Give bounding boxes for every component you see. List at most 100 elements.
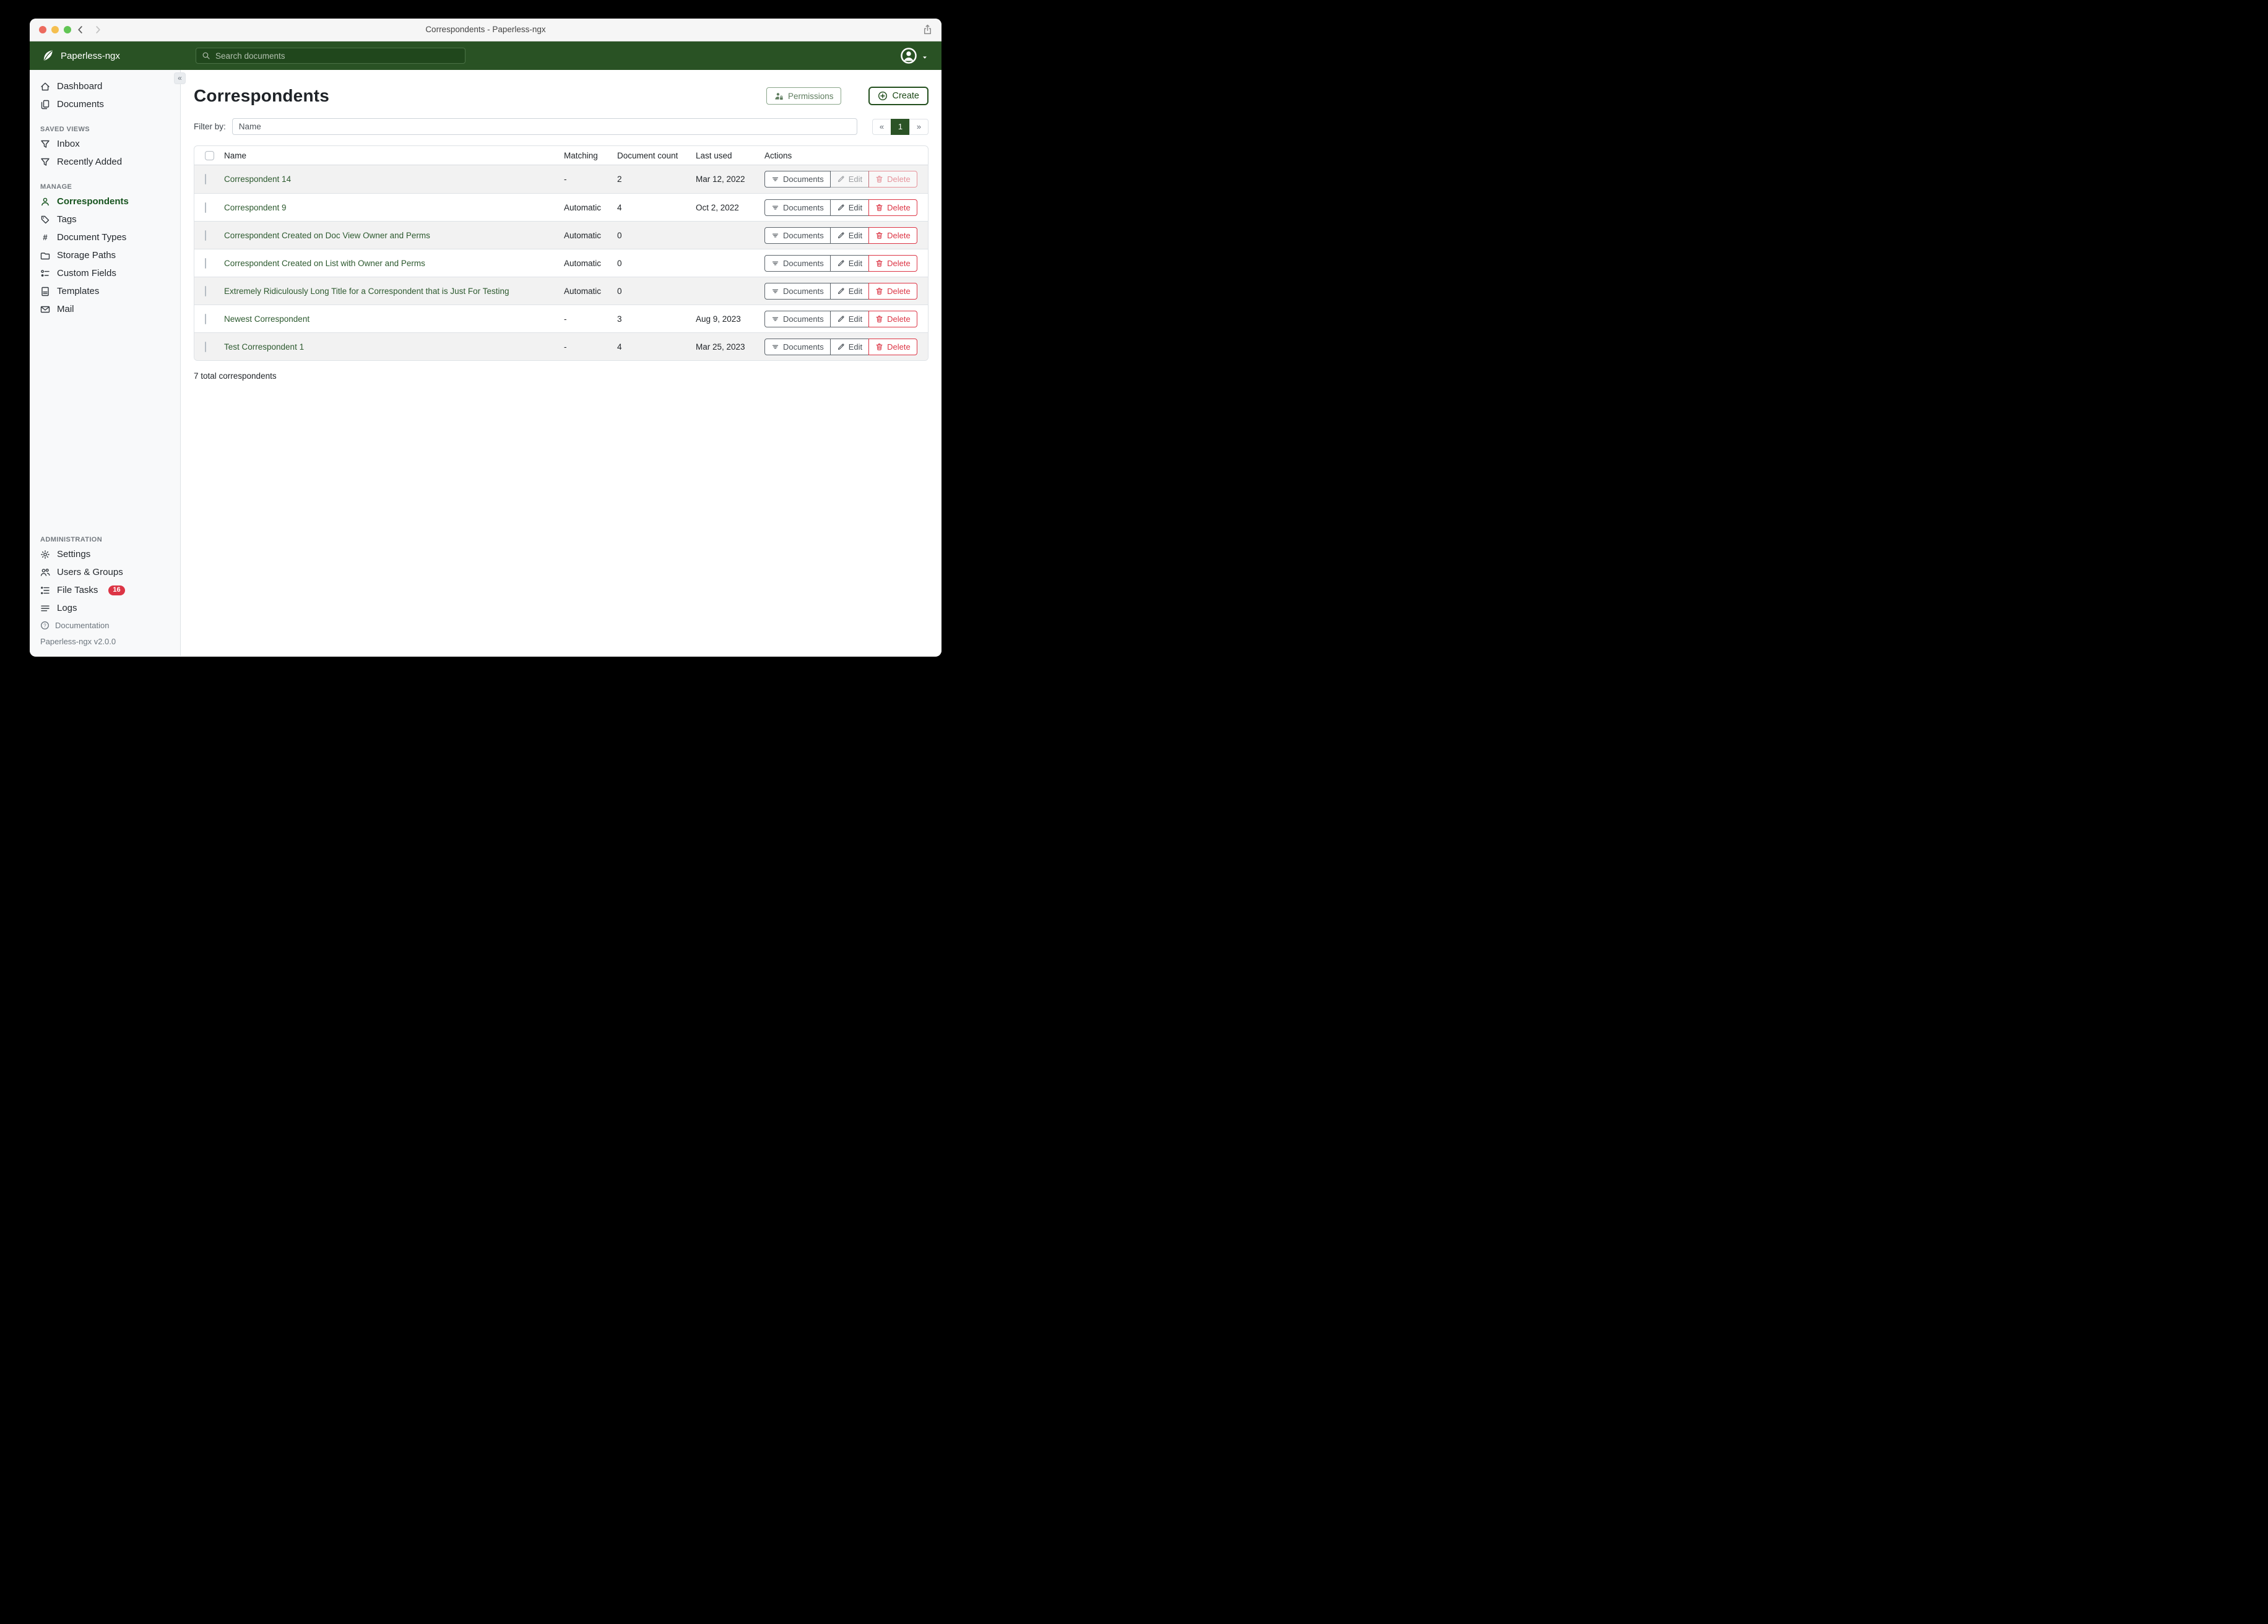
correspondent-name-link[interactable]: Newest Correspondent: [224, 314, 310, 324]
sidebar-item-users-groups[interactable]: Users & Groups: [30, 563, 180, 581]
correspondent-name-link[interactable]: Correspondent 14: [224, 175, 292, 184]
row-document-count: 0: [617, 286, 622, 296]
documents-button[interactable]: Documents: [764, 171, 831, 188]
edit-button[interactable]: Edit: [829, 282, 870, 300]
documents-button[interactable]: Documents: [764, 254, 831, 272]
delete-button[interactable]: Delete: [868, 254, 917, 272]
pencil-icon: [837, 259, 845, 267]
browser-back-icon[interactable]: [76, 25, 85, 35]
sidebar-section-heading: ADMINISTRATION: [40, 536, 103, 543]
documents-button[interactable]: Documents: [764, 227, 831, 244]
correspondent-name-link[interactable]: Test Correspondent 1: [224, 342, 305, 352]
table-row: Extremely Ridiculously Long Title for a …: [194, 277, 928, 304]
sidebar-item-mail[interactable]: Mail: [30, 300, 180, 318]
delete-button[interactable]: Delete: [868, 171, 917, 188]
row-checkbox[interactable]: [205, 230, 206, 241]
edit-button-label: Edit: [848, 202, 863, 212]
trash-icon: [875, 287, 883, 295]
documents-button-label: Documents: [783, 230, 824, 240]
text-lines-icon: [40, 603, 50, 613]
browser-forward-icon[interactable]: [93, 25, 103, 35]
window-title: Correspondents - Paperless-ngx: [425, 25, 546, 34]
table-body: Correspondent 14 - 2 Mar 12, 2022 Documents E…: [194, 165, 928, 360]
pencil-icon: [837, 315, 845, 323]
page-title: Correspondents: [194, 86, 330, 105]
close-window-button[interactable]: [39, 26, 46, 33]
edit-button[interactable]: Edit: [829, 171, 870, 188]
row-document-count: 4: [617, 342, 622, 352]
table-row: Test Correspondent 1 - 4 Mar 25, 2023 Docume…: [194, 332, 928, 360]
delete-button[interactable]: Delete: [868, 282, 917, 300]
correspondent-name-link[interactable]: Extremely Ridiculously Long Title for a …: [224, 286, 509, 296]
sidebar-item-custom-fields[interactable]: Custom Fields: [30, 264, 180, 282]
row-checkbox[interactable]: [205, 202, 206, 213]
edit-button[interactable]: Edit: [829, 254, 870, 272]
search-input[interactable]: [215, 51, 459, 61]
sidebar-item-document-types[interactable]: # Document Types: [30, 228, 180, 246]
pencil-icon: [837, 287, 845, 295]
sidebar-section-heading: MANAGE: [40, 183, 72, 191]
user-menu[interactable]: [900, 47, 928, 64]
pagination-prev-button[interactable]: «: [872, 118, 891, 135]
sidebar-collapse-button[interactable]: «: [174, 72, 186, 84]
row-checkbox[interactable]: [205, 285, 206, 296]
row-checkbox[interactable]: [205, 174, 206, 184]
documents-button[interactable]: Documents: [764, 338, 831, 355]
brand-label: Paperless-ngx: [61, 50, 120, 61]
edit-button[interactable]: Edit: [829, 338, 870, 355]
delete-button[interactable]: Delete: [868, 338, 917, 355]
sidebar-item-recently-added[interactable]: Recently Added: [30, 153, 180, 171]
filter-name-input[interactable]: [232, 118, 857, 135]
table-row: Newest Correspondent - 3 Aug 9, 2023 Documen…: [194, 304, 928, 332]
sidebar-item-templates[interactable]: Templates: [30, 282, 180, 300]
documents-button[interactable]: Documents: [764, 310, 831, 327]
correspondent-name-link[interactable]: Correspondent 9: [224, 202, 287, 212]
caret-down-icon: [922, 53, 928, 59]
svg-text:#: #: [43, 233, 48, 242]
sidebar-item-tags[interactable]: Tags: [30, 210, 180, 228]
global-search[interactable]: [196, 48, 465, 64]
row-checkbox[interactable]: [205, 313, 206, 324]
edit-button[interactable]: Edit: [829, 227, 870, 244]
col-header-last-used[interactable]: Last used: [696, 150, 732, 160]
create-button[interactable]: Create: [868, 87, 928, 105]
sidebar-item-inbox[interactable]: Inbox: [30, 135, 180, 153]
minimize-window-button[interactable]: [51, 26, 59, 33]
sidebar-item-storage-paths[interactable]: Storage Paths: [30, 246, 180, 264]
edit-button[interactable]: Edit: [829, 310, 870, 327]
sidebar-item-documents[interactable]: Documents: [30, 95, 180, 113]
col-header-name[interactable]: Name: [224, 150, 247, 160]
sidebar-item-documentation[interactable]: ? Documentation: [30, 617, 180, 634]
permissions-button[interactable]: Permissions: [766, 87, 842, 105]
paperless-logo-icon: [41, 49, 55, 63]
sidebar-item-correspondents[interactable]: Correspondents: [30, 192, 180, 210]
sidebar-item-file-tasks[interactable]: File Tasks 16: [30, 581, 180, 599]
sidebar-item-settings[interactable]: Settings: [30, 545, 180, 563]
sidebar-item-label: Tags: [57, 214, 77, 225]
funnel-icon: [40, 139, 50, 149]
documents-button[interactable]: Documents: [764, 282, 831, 300]
pagination-page-1[interactable]: 1: [891, 118, 910, 135]
correspondent-name-link[interactable]: Correspondent Created on Doc View Owner …: [224, 230, 430, 240]
edit-button[interactable]: Edit: [829, 199, 870, 216]
sidebar-item-label: Recently Added: [57, 157, 123, 167]
delete-button[interactable]: Delete: [868, 227, 917, 244]
edit-button-label: Edit: [848, 286, 863, 296]
sidebar-item-dashboard[interactable]: Dashboard: [30, 77, 180, 95]
share-icon[interactable]: [922, 24, 933, 35]
col-header-count[interactable]: Document count: [617, 150, 678, 160]
col-header-matching[interactable]: Matching: [564, 150, 598, 160]
zoom-window-button[interactable]: [64, 26, 71, 33]
documents-button[interactable]: Documents: [764, 199, 831, 216]
documentation-label: Documentation: [55, 621, 110, 630]
correspondent-name-link[interactable]: Correspondent Created on List with Owner…: [224, 258, 425, 268]
pagination-next-button[interactable]: »: [909, 118, 928, 135]
delete-button[interactable]: Delete: [868, 310, 917, 327]
row-checkbox[interactable]: [205, 257, 206, 269]
brand[interactable]: Paperless-ngx: [30, 49, 186, 63]
delete-button[interactable]: Delete: [868, 199, 917, 216]
sidebar-item-logs[interactable]: Logs: [30, 599, 180, 617]
row-checkbox[interactable]: [205, 341, 206, 352]
sidebar-footer: ? Documentation Paperless-ngx v2.0.0: [30, 617, 180, 656]
select-all-checkbox[interactable]: [205, 150, 214, 160]
